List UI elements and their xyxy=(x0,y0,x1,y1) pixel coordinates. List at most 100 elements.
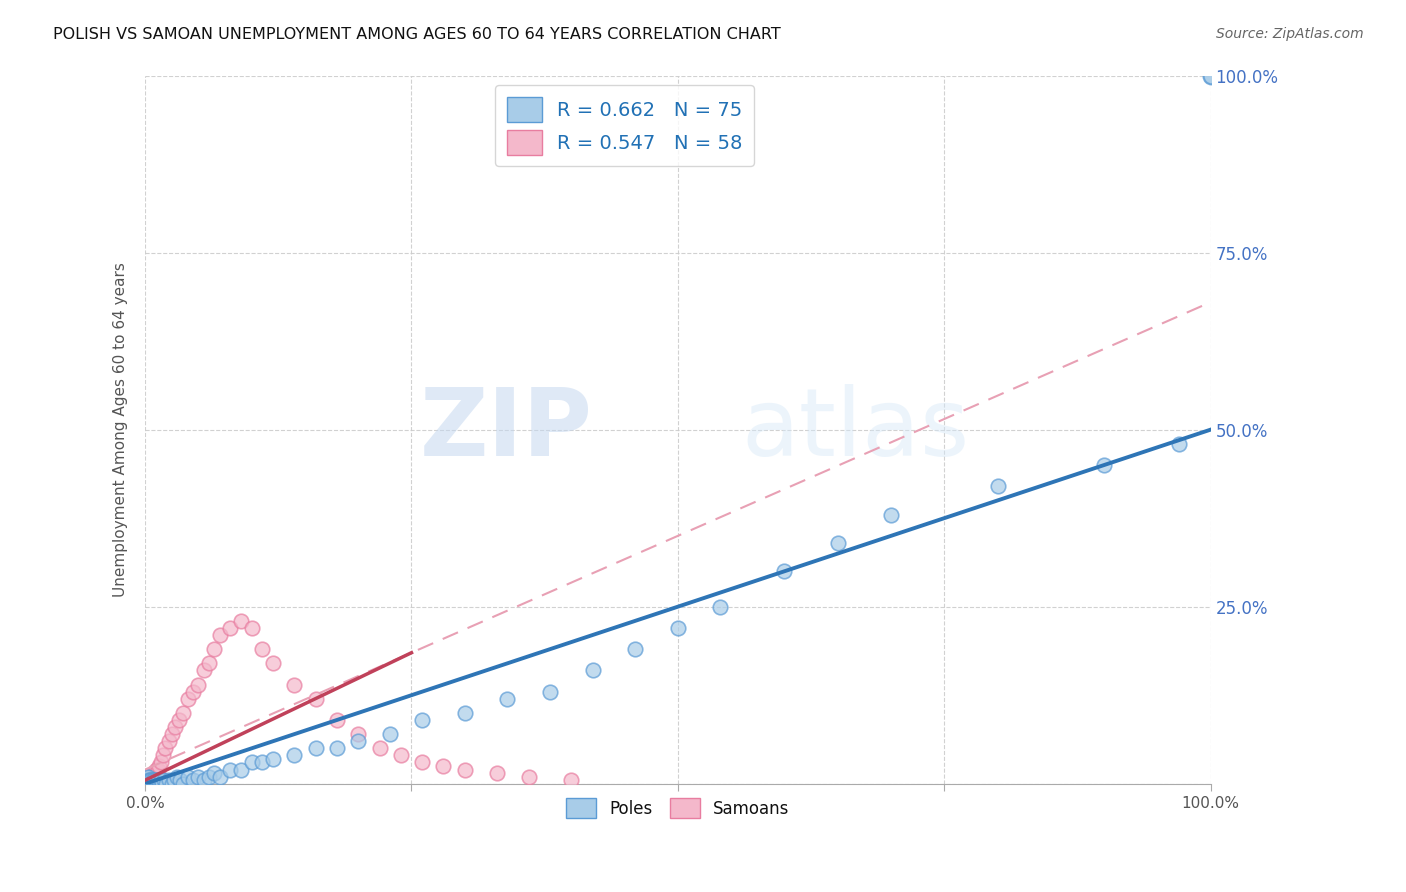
Point xyxy=(146,777,169,791)
Point xyxy=(136,777,159,791)
Point xyxy=(193,664,215,678)
Point xyxy=(136,770,159,784)
Point xyxy=(181,773,204,788)
Point xyxy=(136,777,159,791)
Point xyxy=(152,748,174,763)
Point xyxy=(229,614,252,628)
Point xyxy=(136,777,159,791)
Point xyxy=(138,773,160,788)
Point xyxy=(141,773,163,788)
Point xyxy=(347,734,370,748)
Point xyxy=(136,777,159,791)
Point xyxy=(1199,69,1222,83)
Point xyxy=(181,684,204,698)
Point xyxy=(229,763,252,777)
Point xyxy=(148,777,170,791)
Point xyxy=(155,777,177,791)
Point xyxy=(389,748,412,763)
Point xyxy=(136,777,159,791)
Point xyxy=(193,773,215,788)
Point xyxy=(560,773,582,788)
Point xyxy=(150,756,173,770)
Point xyxy=(283,748,305,763)
Point xyxy=(160,777,183,791)
Point xyxy=(136,770,159,784)
Point xyxy=(411,713,433,727)
Point xyxy=(187,677,209,691)
Point xyxy=(138,777,160,791)
Point xyxy=(143,777,166,791)
Text: atlas: atlas xyxy=(742,384,970,475)
Point xyxy=(326,741,349,756)
Point xyxy=(143,770,166,784)
Point xyxy=(219,763,242,777)
Point xyxy=(142,777,165,791)
Point xyxy=(135,777,157,791)
Point xyxy=(666,621,689,635)
Point xyxy=(1092,458,1115,472)
Point xyxy=(145,773,167,788)
Point xyxy=(135,770,157,784)
Point xyxy=(304,741,326,756)
Point xyxy=(167,713,190,727)
Point xyxy=(581,664,603,678)
Point xyxy=(454,763,477,777)
Point xyxy=(368,741,391,756)
Point xyxy=(145,763,167,777)
Point xyxy=(138,777,160,791)
Point xyxy=(136,773,159,788)
Point xyxy=(135,777,157,791)
Point xyxy=(198,770,221,784)
Point xyxy=(326,713,349,727)
Point xyxy=(538,684,561,698)
Point xyxy=(136,777,159,791)
Point xyxy=(496,691,519,706)
Text: Source: ZipAtlas.com: Source: ZipAtlas.com xyxy=(1216,27,1364,41)
Point xyxy=(827,536,849,550)
Point xyxy=(880,508,903,522)
Point xyxy=(145,766,167,780)
Point xyxy=(208,628,231,642)
Point xyxy=(432,759,454,773)
Point xyxy=(136,777,159,791)
Point xyxy=(160,727,183,741)
Point xyxy=(262,657,284,671)
Point xyxy=(141,770,163,784)
Point xyxy=(172,706,194,720)
Point xyxy=(177,691,200,706)
Point xyxy=(208,770,231,784)
Point xyxy=(1199,69,1222,83)
Point xyxy=(136,770,159,784)
Point xyxy=(141,773,163,788)
Point xyxy=(163,773,186,788)
Point xyxy=(145,777,167,791)
Point xyxy=(157,734,180,748)
Point xyxy=(136,773,159,788)
Point xyxy=(135,773,157,788)
Point xyxy=(135,773,157,788)
Point xyxy=(172,777,194,791)
Point xyxy=(198,657,221,671)
Point xyxy=(411,756,433,770)
Point xyxy=(141,777,163,791)
Point xyxy=(157,773,180,788)
Point xyxy=(142,773,165,788)
Point xyxy=(149,777,172,791)
Point xyxy=(219,621,242,635)
Text: ZIP: ZIP xyxy=(420,384,592,475)
Point xyxy=(202,642,225,657)
Point xyxy=(485,766,508,780)
Point xyxy=(163,720,186,734)
Point xyxy=(135,777,157,791)
Point xyxy=(153,773,176,788)
Point xyxy=(136,777,159,791)
Point xyxy=(141,773,163,788)
Point xyxy=(252,756,274,770)
Point xyxy=(139,777,162,791)
Text: POLISH VS SAMOAN UNEMPLOYMENT AMONG AGES 60 TO 64 YEARS CORRELATION CHART: POLISH VS SAMOAN UNEMPLOYMENT AMONG AGES… xyxy=(53,27,782,42)
Point xyxy=(262,752,284,766)
Point xyxy=(166,770,188,784)
Point xyxy=(142,773,165,788)
Point xyxy=(135,777,157,791)
Point xyxy=(146,766,169,780)
